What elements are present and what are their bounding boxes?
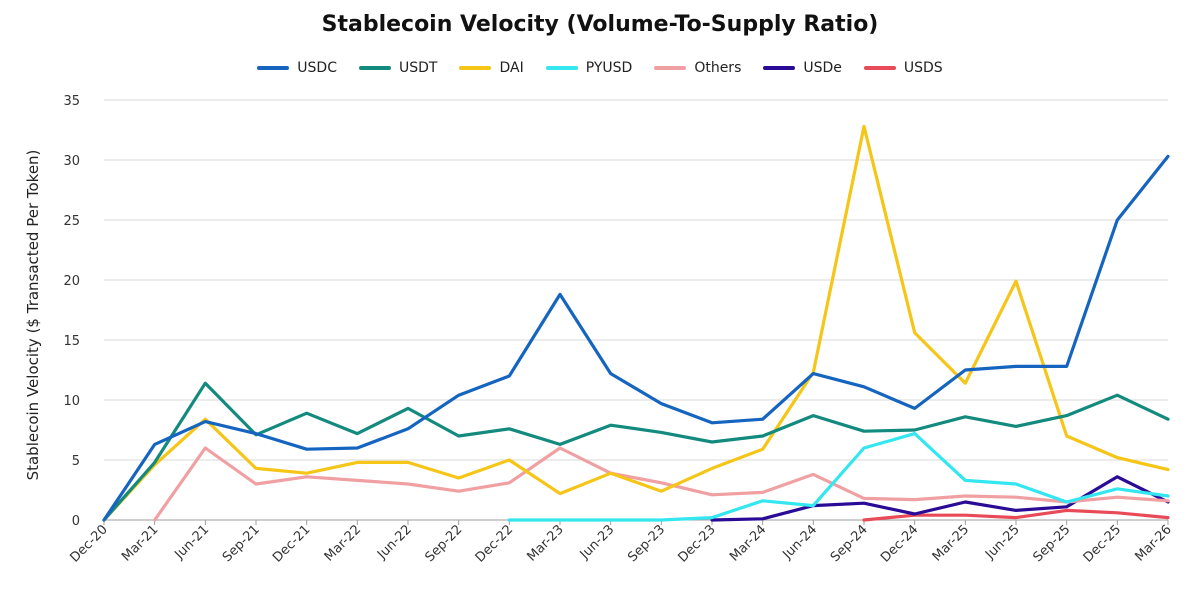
legend: USDC USDT DAI PYUSD Others USDe USDS [0, 60, 1200, 76]
y-tick-label: 20 [63, 274, 80, 289]
y-tick-label: 15 [63, 334, 80, 349]
legend-swatch [763, 66, 796, 70]
legend-item-usds: USDS [863, 60, 943, 76]
x-tick-label: Sep-22 [423, 522, 466, 565]
legend-item-usdc: USDC [257, 60, 337, 76]
x-tick-label: Jun-22 [374, 522, 415, 563]
x-tick-label: Mar-24 [727, 522, 769, 564]
legend-swatch [545, 66, 578, 70]
legend-label: DAI [499, 60, 524, 76]
legend-item-others: Others [654, 60, 741, 76]
chart-title: Stablecoin Velocity (Volume-To-Supply Ra… [321, 12, 879, 37]
y-tick-label: 35 [63, 94, 80, 109]
series-line-usdt [102, 381, 1170, 522]
x-tick-label: Jun-25 [982, 522, 1023, 563]
x-tick-label: Dec-21 [270, 522, 313, 565]
y-tick-label: 0 [72, 514, 80, 529]
x-tick-label: Mar-26 [1132, 522, 1174, 564]
legend-label: USDC [297, 60, 337, 76]
legend-item-usdt: USDT [358, 60, 438, 76]
x-tick-label: Jun-23 [577, 522, 618, 563]
x-tick-label: Mar-25 [930, 522, 972, 564]
y-tick-label: 25 [63, 214, 80, 229]
legend-label: PYUSD [585, 60, 633, 76]
x-tick-label: Sep-23 [625, 522, 668, 565]
x-tick-label: Mar-21 [119, 522, 161, 564]
legend-item-dai: DAI [459, 60, 524, 76]
series-line-usdc [102, 154, 1170, 522]
y-tick-label: 10 [63, 394, 80, 409]
x-tick-label: Sep-25 [1031, 522, 1074, 565]
legend-swatch [257, 66, 290, 70]
x-tick-label: Sep-24 [828, 522, 871, 565]
x-tick-label: Jun-24 [779, 522, 820, 563]
legend-label: USDT [398, 60, 438, 76]
legend-label: Others [694, 60, 742, 76]
x-tick-label: Jun-21 [171, 522, 212, 563]
series-line-usde [710, 475, 1170, 522]
x-tick-label: Dec-23 [675, 522, 718, 565]
x-tick-label: Dec-22 [473, 522, 516, 565]
legend-item-pyusd: PYUSD [545, 60, 633, 76]
legend-label: USDS [903, 60, 943, 76]
y-axis-label: Stablecoin Velocity ($ Transacted Per To… [24, 150, 42, 481]
x-tick-label: Dec-24 [878, 522, 921, 565]
legend-swatch [863, 66, 896, 70]
series-line-dai [102, 124, 1170, 522]
x-tick-label: Sep-21 [220, 522, 263, 565]
x-tick-label: Mar-22 [322, 522, 364, 564]
series-line-pyusd [507, 432, 1170, 522]
y-tick-label: 5 [72, 454, 80, 469]
legend-swatch [459, 66, 492, 70]
x-tick-label: Mar-23 [524, 522, 566, 564]
legend-label: USDe [803, 60, 842, 76]
legend-swatch [358, 66, 391, 70]
legend-item-usde: USDe [763, 60, 842, 76]
x-tick-label: Dec-25 [1081, 522, 1124, 565]
series-line-others [153, 446, 1170, 522]
legend-swatch [654, 66, 687, 70]
y-tick-label: 30 [63, 154, 80, 169]
